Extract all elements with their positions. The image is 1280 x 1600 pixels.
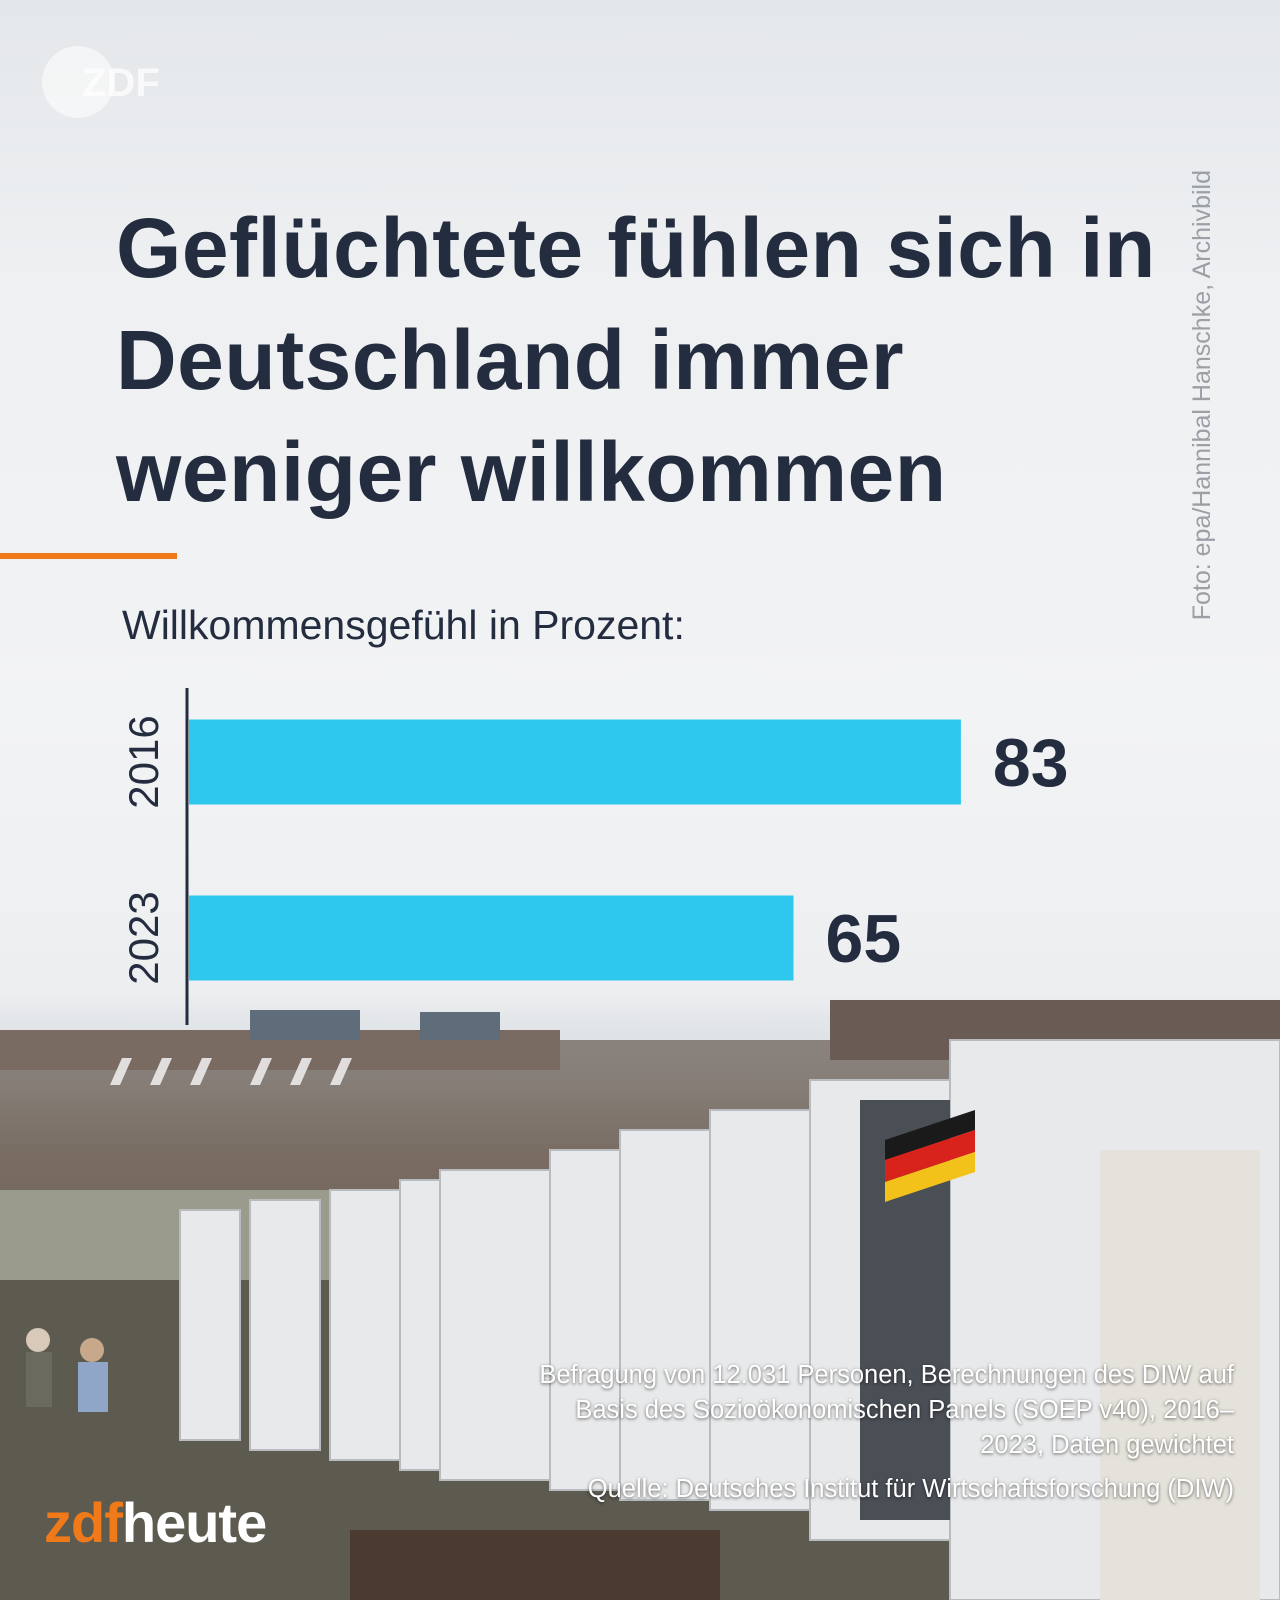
zdfheute-logo: zdfheute (44, 1490, 267, 1555)
brand-zdf: zdf (44, 1491, 123, 1554)
category-label-2016: 2016 (120, 715, 167, 808)
accent-rule (0, 553, 177, 559)
value-label-2016: 83 (993, 725, 1069, 801)
chart-subtitle: Willkommensgefühl in Prozent: (122, 602, 685, 648)
bar-2016 (189, 719, 961, 805)
survey-note: Befragung von 12.031 Personen, Berechnun… (539, 1361, 1234, 1459)
bar-2023 (189, 895, 794, 981)
headline: Geflüchtete fühlen sich in Deutschland i… (116, 201, 1156, 519)
brand-heute: heute (121, 1491, 267, 1554)
zdf-logo-text: ZDF (82, 61, 160, 105)
category-label-2023: 2023 (120, 891, 167, 984)
source-note: Quelle: Deutsches Institut für Wirtschaf… (587, 1475, 1234, 1503)
zdf-logo: ZDF (40, 44, 170, 125)
value-label-2023: 65 (826, 901, 902, 977)
